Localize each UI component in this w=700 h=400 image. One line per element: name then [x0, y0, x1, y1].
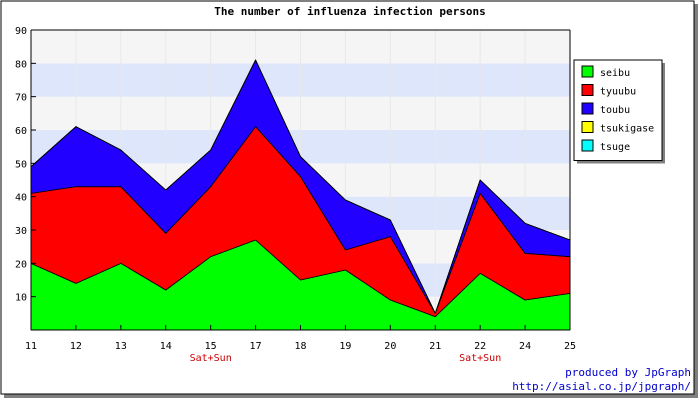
legend-swatch-tsuge [581, 139, 594, 152]
x-tick-label: 24 [519, 341, 531, 352]
y-tick-label: 50 [15, 159, 27, 170]
x-tick-label: 11 [25, 341, 37, 352]
x-tick-label: 22 [474, 341, 486, 352]
y-tick-label: 20 [15, 259, 27, 270]
weekend-labels: Sat+Sun Sat+Sun [190, 353, 502, 364]
y-tick-label: 60 [15, 126, 27, 137]
x-tick-label: 14 [160, 341, 172, 352]
y-tick-labels: 10 20 30 40 50 60 70 80 90 [15, 26, 27, 304]
legend-label-tsukigase: tsukigase [600, 124, 654, 135]
y-tick-label: 70 [15, 93, 27, 104]
y-tick-label: 30 [15, 226, 27, 237]
axes [30, 29, 571, 331]
legend-swatch-tsukigase [581, 121, 594, 133]
y-tick-label: 10 [15, 293, 27, 304]
x-tick-label: 18 [294, 341, 306, 352]
legend-label-toubu: toubu [600, 105, 630, 116]
x-tick-label: 20 [384, 341, 396, 352]
legend-swatch-seibu [581, 65, 594, 78]
weekend-label: Sat+Sun [459, 353, 501, 364]
legend-label-tsuge: tsuge [600, 142, 630, 153]
legend-label-tyuubu: tyuubu [600, 87, 636, 98]
x-tick-label: 25 [564, 341, 576, 352]
y-tick-label: 90 [15, 26, 27, 37]
credit-line-2: http://asial.co.jp/jpgraph/ [512, 380, 691, 393]
chart-title: The number of influenza infection person… [214, 5, 486, 18]
x-tick-labels: 11 12 13 14 15 17 18 19 20 21 22 24 25 [25, 341, 576, 352]
x-tick-label: 15 [205, 341, 217, 352]
y-tick-label: 40 [15, 193, 27, 204]
x-tick-label: 21 [429, 341, 441, 352]
weekend-label: Sat+Sun [190, 353, 232, 364]
x-tick-label: 19 [339, 341, 351, 352]
credit-line-1: produced by JpGraph [565, 366, 691, 379]
x-tick-label: 13 [115, 341, 127, 352]
legend-swatch-toubu [581, 102, 594, 115]
legend-label-seibu: seibu [600, 68, 630, 79]
y-tick-label: 80 [15, 59, 27, 70]
x-tick-label: 17 [250, 341, 262, 352]
x-tick-label: 12 [70, 341, 82, 352]
legend: seibu tyuubu toubu tsukigase tsuge [573, 59, 665, 164]
legend-swatch-tyuubu [581, 84, 594, 96]
